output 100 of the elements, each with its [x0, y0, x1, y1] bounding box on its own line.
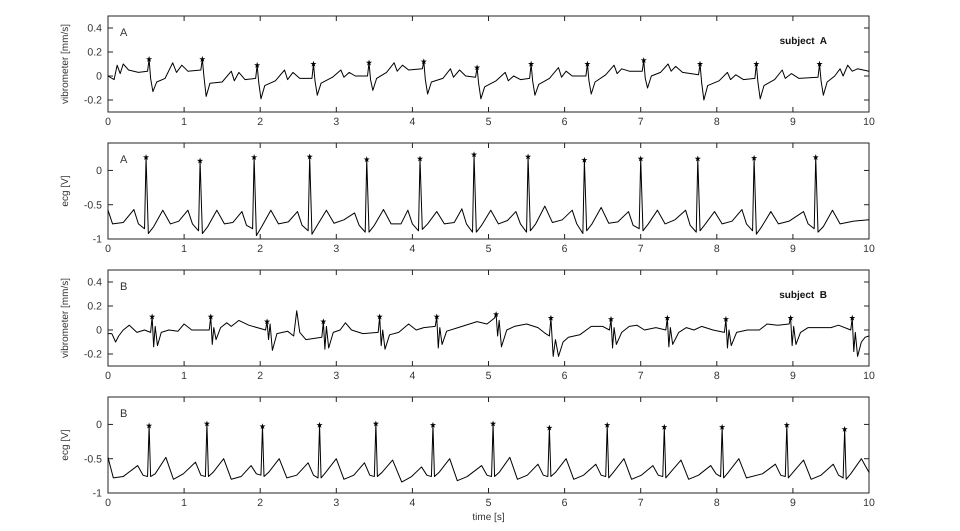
point [474, 64, 480, 70]
point [694, 156, 701, 162]
x-tick-label: 9 [790, 497, 796, 509]
point [753, 60, 760, 67]
x-tick-label: 2 [257, 116, 264, 128]
x-tick-label: 6 [562, 243, 568, 255]
x-tick-label: 4 [409, 116, 416, 128]
x-tick-label: 5 [486, 116, 492, 128]
point [199, 56, 206, 62]
y-tick-label: -1 [92, 234, 102, 246]
point [722, 316, 730, 322]
point [608, 316, 614, 322]
point [849, 314, 856, 321]
point [208, 314, 214, 320]
x-tick-label: 3 [333, 116, 340, 128]
x-tick-label: 5 [486, 370, 492, 382]
x-tick-label: 7 [638, 116, 644, 128]
x-tick-label: 3 [333, 243, 340, 255]
x-tick-label: 10 [863, 116, 875, 128]
x-tick-label: 1 [181, 116, 188, 128]
x-tick-label: 0 [105, 370, 112, 382]
annotation: subject B [779, 290, 827, 301]
x-tick-label: 8 [714, 370, 720, 382]
point [696, 60, 704, 67]
y-axis-title: ecg [V] [60, 175, 71, 207]
point [196, 158, 204, 164]
point [640, 57, 647, 64]
point [528, 60, 534, 67]
y-axis-title: ecg [V] [60, 429, 71, 461]
x-tick-label: 3 [333, 497, 340, 509]
y-tick-label: 0 [96, 324, 102, 337]
x-tick-label: 6 [562, 370, 568, 382]
y-tick-label: -0.2 [84, 348, 102, 361]
x-tick-label: 1 [181, 497, 188, 509]
x-axis-title: time [s] [472, 512, 505, 523]
point [581, 156, 588, 163]
x-tick-label: 10 [863, 370, 875, 382]
point [320, 318, 326, 324]
point [812, 154, 819, 160]
y-tick-label: -0.2 [84, 94, 102, 107]
x-tick-label: 10 [863, 243, 875, 255]
point [470, 151, 478, 158]
point [420, 58, 427, 64]
x-tick-label: 4 [409, 243, 416, 255]
x-tick-label: 2 [257, 370, 264, 382]
y-tick-label: 0.4 [87, 22, 102, 35]
y-tick-label: 0.2 [87, 46, 102, 59]
x-tick-label: 7 [638, 243, 644, 255]
point [816, 60, 823, 67]
y-tick-label: -1 [92, 488, 102, 500]
x-tick-label: 6 [562, 497, 568, 509]
point [788, 314, 794, 321]
y-tick-label: 0 [96, 70, 102, 83]
x-tick-label: 1 [181, 243, 188, 255]
x-tick-label: 8 [714, 116, 720, 128]
x-tick-label: 2 [257, 243, 264, 255]
x-tick-label: 6 [562, 116, 568, 128]
y-tick-label: 0.2 [87, 300, 102, 313]
x-tick-label: 1 [181, 370, 188, 382]
x-tick-label: 0 [105, 243, 112, 255]
x-tick-label: 4 [409, 497, 416, 509]
point [364, 156, 370, 162]
point [548, 314, 554, 321]
point [434, 314, 440, 320]
x-tick-label: 2 [257, 497, 264, 509]
x-tick-label: 8 [714, 243, 720, 255]
point [146, 56, 152, 62]
point [584, 60, 591, 67]
x-tick-label: 5 [486, 497, 492, 509]
point [664, 314, 670, 321]
y-tick-label: -0.5 [84, 453, 102, 466]
x-tick-label: 8 [714, 497, 720, 509]
y-tick-label: -0.5 [84, 199, 102, 212]
annotation: B [120, 281, 128, 293]
x-tick-label: 3 [333, 370, 340, 382]
point [310, 60, 317, 67]
point [493, 311, 500, 318]
point [524, 153, 532, 160]
point [251, 154, 258, 160]
point [254, 62, 260, 68]
y-axis-title: vibrometer [mm/s] [60, 278, 71, 358]
y-tick-label: 0 [96, 419, 102, 432]
point [264, 318, 270, 324]
y-axis-title: vibrometer [mm/s] [60, 24, 71, 104]
y-tick-label: 0.4 [87, 276, 102, 289]
point [142, 154, 150, 160]
point [638, 156, 644, 162]
x-tick-label: 9 [790, 243, 796, 255]
point [306, 153, 313, 160]
point [149, 314, 156, 320]
x-tick-label: 4 [409, 370, 416, 382]
x-tick-label: 7 [638, 497, 644, 509]
x-tick-label: 5 [486, 243, 492, 255]
x-tick-label: 0 [105, 116, 112, 128]
x-tick-label: 10 [863, 497, 875, 509]
annotation: A [120, 154, 128, 166]
x-tick-label: 0 [105, 497, 112, 509]
line-series [108, 310, 870, 357]
annotation: B [120, 408, 128, 420]
point [750, 154, 758, 161]
